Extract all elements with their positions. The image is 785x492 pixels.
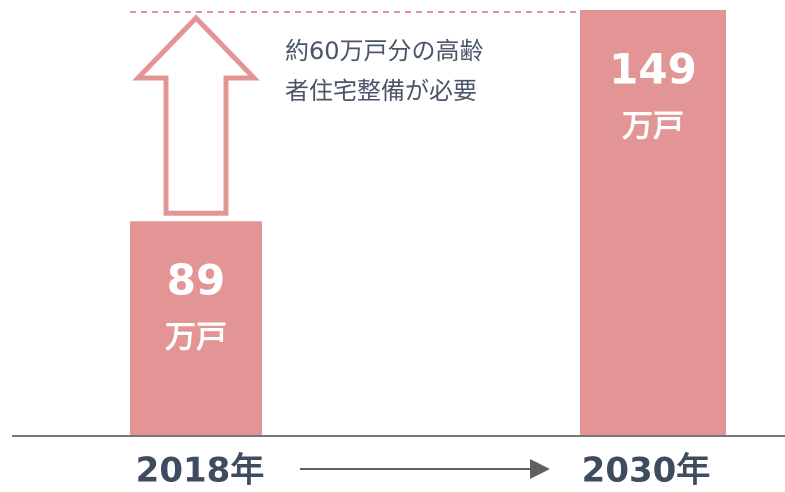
value-label: 149 (609, 45, 697, 94)
x-tick-label: 2030年 (582, 451, 711, 491)
x-tick-label: 2018年 (136, 451, 265, 491)
bar (580, 10, 726, 436)
value-label: 89 (167, 256, 225, 305)
increase-arrow (132, 14, 260, 216)
annotation: 約60万戸分の高齢 (285, 37, 484, 65)
unit-label: 万戸 (622, 109, 684, 145)
bar (130, 221, 262, 436)
annotation: 者住宅整備が必要 (285, 77, 477, 105)
unit-label: 万戸 (165, 320, 227, 356)
